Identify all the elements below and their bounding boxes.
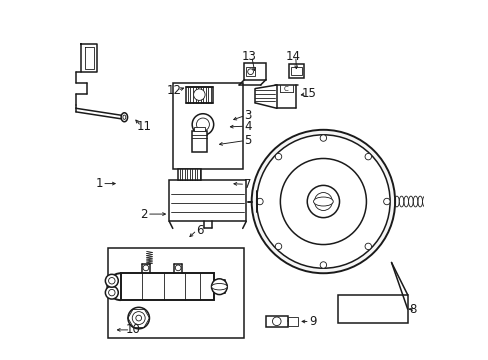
Ellipse shape — [121, 113, 127, 122]
Bar — [287, 317, 298, 325]
Circle shape — [314, 193, 332, 211]
Circle shape — [211, 279, 227, 294]
Circle shape — [256, 135, 389, 268]
Bar — [265, 316, 287, 327]
Bar — [178, 169, 201, 180]
Ellipse shape — [122, 115, 125, 120]
Circle shape — [306, 185, 339, 218]
Text: 5: 5 — [244, 134, 251, 147]
Circle shape — [132, 312, 145, 324]
Circle shape — [365, 243, 371, 249]
Bar — [169, 180, 246, 221]
Bar — [244, 63, 265, 80]
Text: C: C — [283, 86, 287, 91]
Bar — [121, 273, 214, 300]
Bar — [192, 131, 206, 152]
Circle shape — [108, 289, 115, 296]
Bar — [246, 67, 255, 76]
Circle shape — [320, 262, 326, 268]
Bar — [289, 64, 303, 78]
Circle shape — [320, 135, 326, 141]
Text: 13: 13 — [241, 50, 256, 63]
Bar — [194, 127, 204, 131]
Text: 3: 3 — [244, 109, 251, 122]
Text: 4: 4 — [244, 120, 251, 133]
Circle shape — [192, 114, 213, 135]
Bar — [290, 67, 301, 75]
Circle shape — [136, 315, 142, 321]
Bar — [172, 83, 242, 169]
Circle shape — [193, 89, 204, 100]
Circle shape — [175, 265, 181, 271]
Text: 9: 9 — [308, 315, 316, 328]
Circle shape — [365, 153, 371, 160]
Circle shape — [280, 158, 366, 244]
Circle shape — [105, 274, 118, 287]
Text: 15: 15 — [301, 87, 316, 100]
Circle shape — [251, 130, 394, 273]
Circle shape — [275, 243, 281, 249]
Circle shape — [383, 198, 389, 205]
Ellipse shape — [211, 283, 227, 290]
Text: 7: 7 — [244, 178, 251, 191]
Circle shape — [196, 118, 209, 131]
Text: 11: 11 — [136, 120, 151, 133]
Text: 6: 6 — [196, 224, 203, 237]
Ellipse shape — [313, 197, 333, 206]
Circle shape — [272, 317, 281, 325]
Circle shape — [128, 307, 149, 329]
Circle shape — [247, 69, 253, 75]
Circle shape — [256, 198, 263, 205]
Circle shape — [275, 153, 281, 160]
Text: 14: 14 — [285, 50, 300, 63]
Bar — [108, 248, 244, 338]
Text: 12: 12 — [167, 84, 182, 97]
Text: 2: 2 — [140, 208, 147, 221]
Circle shape — [105, 286, 118, 299]
Text: 1: 1 — [95, 177, 103, 190]
Bar — [185, 87, 213, 103]
Text: 8: 8 — [408, 303, 416, 316]
Text: 10: 10 — [125, 323, 141, 336]
Circle shape — [142, 265, 148, 271]
Circle shape — [108, 278, 115, 284]
Bar — [337, 295, 407, 323]
